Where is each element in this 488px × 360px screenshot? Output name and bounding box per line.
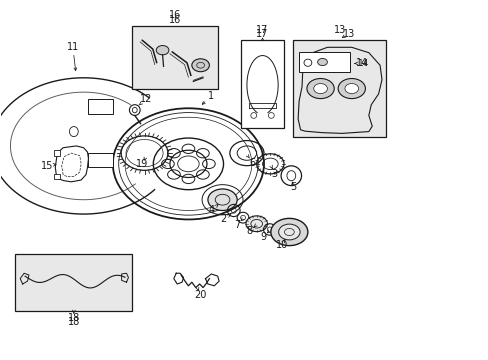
Bar [54, 174, 60, 179]
Bar [299, 51, 349, 72]
Text: 16: 16 [169, 15, 181, 26]
Text: 7: 7 [234, 220, 240, 230]
Bar [240, 40, 284, 128]
Circle shape [245, 216, 267, 231]
Text: 13: 13 [343, 29, 355, 39]
Text: 1: 1 [208, 91, 214, 101]
Bar [88, 153, 113, 167]
Bar [293, 40, 385, 137]
Circle shape [337, 78, 365, 99]
Bar [54, 150, 60, 156]
Text: 20: 20 [194, 291, 206, 301]
Circle shape [191, 59, 209, 72]
Text: 15: 15 [41, 161, 54, 171]
Text: 5: 5 [289, 182, 296, 192]
Circle shape [156, 45, 168, 55]
Circle shape [313, 84, 327, 94]
Text: 17: 17 [256, 25, 268, 35]
Text: 11: 11 [66, 42, 79, 52]
Text: 14: 14 [356, 58, 368, 68]
Text: 2: 2 [220, 215, 226, 224]
Text: 14: 14 [358, 59, 369, 68]
Text: 19: 19 [136, 159, 148, 169]
Bar [132, 26, 217, 89]
Text: 16: 16 [169, 10, 181, 21]
Text: 4: 4 [208, 206, 214, 216]
Circle shape [306, 78, 333, 99]
Polygon shape [298, 47, 381, 134]
Text: 18: 18 [67, 313, 80, 323]
Circle shape [270, 219, 307, 246]
Text: 12: 12 [140, 94, 152, 104]
Bar [15, 253, 132, 311]
Text: 13: 13 [333, 25, 345, 35]
Text: 9: 9 [260, 232, 265, 242]
Text: 6: 6 [249, 158, 255, 168]
Circle shape [207, 189, 237, 211]
Text: 10: 10 [275, 239, 287, 249]
Circle shape [344, 84, 358, 94]
Text: 18: 18 [67, 318, 80, 327]
Text: 3: 3 [271, 168, 277, 179]
Bar [88, 99, 113, 114]
Text: 8: 8 [246, 226, 252, 236]
Text: 17: 17 [256, 29, 268, 39]
Circle shape [278, 224, 300, 240]
Circle shape [317, 58, 327, 66]
